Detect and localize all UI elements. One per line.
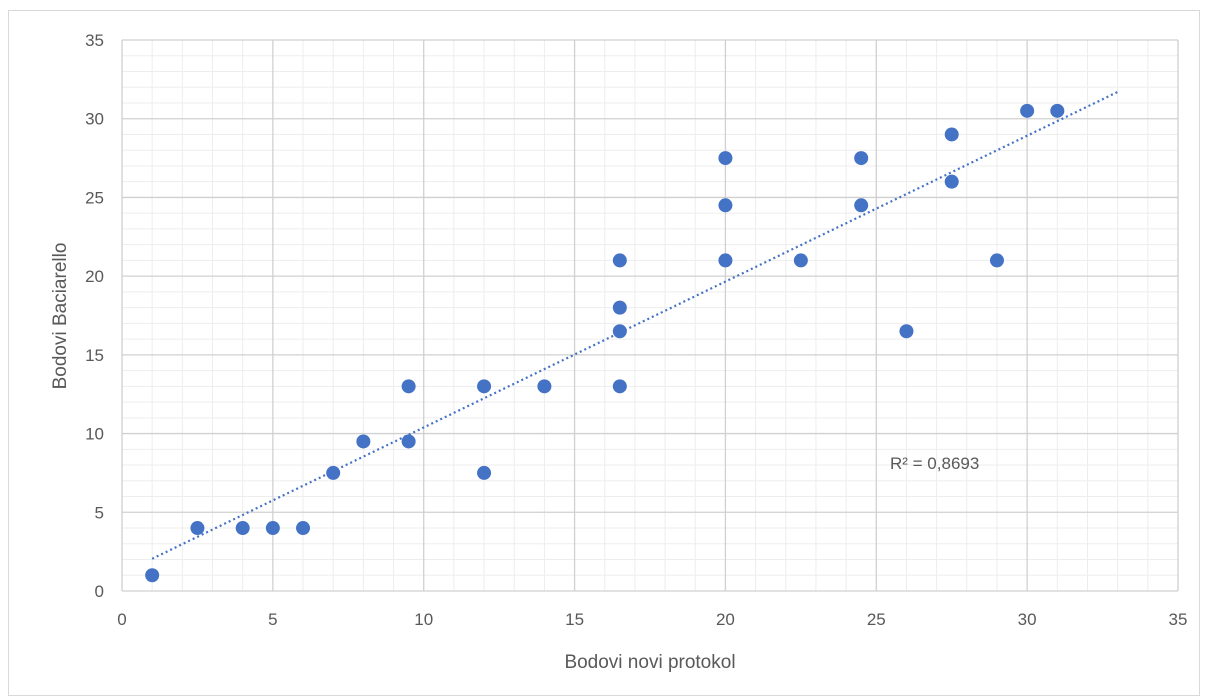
- y-tick-label: 10: [85, 425, 104, 444]
- data-point: [718, 198, 733, 213]
- y-tick-label: 30: [85, 110, 104, 129]
- x-tick-label: 25: [867, 610, 886, 629]
- x-tick-label: 30: [1018, 610, 1037, 629]
- data-point: [899, 324, 914, 339]
- y-tick-label: 35: [85, 31, 104, 50]
- data-points: [145, 103, 1065, 583]
- data-point: [477, 465, 492, 480]
- data-point: [265, 521, 280, 536]
- x-axis-title: Bodovi novi protokol: [564, 652, 735, 673]
- data-point: [612, 324, 627, 339]
- x-tick-labels: 0 5 10 15 20 25 30 35: [117, 610, 1187, 629]
- data-point: [612, 379, 627, 394]
- data-point: [612, 300, 627, 315]
- data-point: [190, 521, 205, 536]
- data-point: [854, 151, 869, 166]
- y-tick-label: 5: [95, 503, 104, 522]
- y-axis-title: Bodovi Baciarello: [50, 243, 71, 390]
- data-point: [401, 379, 416, 394]
- y-tick-label: 20: [85, 267, 104, 286]
- data-point: [326, 465, 341, 480]
- x-tick-label: 15: [565, 610, 584, 629]
- r-squared-annotation: R² = 0,8693: [890, 454, 979, 473]
- x-tick-label: 20: [716, 610, 735, 629]
- data-point: [296, 521, 311, 536]
- y-tick-labels: 0 5 10 15 20 25 30 35: [85, 31, 104, 601]
- data-point: [477, 379, 492, 394]
- major-grid: [121, 39, 1179, 592]
- data-point: [718, 253, 733, 268]
- x-tick-label: 10: [414, 610, 433, 629]
- data-point: [854, 198, 869, 213]
- x-tick-label: 0: [117, 610, 126, 629]
- x-tick-label: 35: [1169, 610, 1188, 629]
- data-point: [1020, 103, 1035, 118]
- data-point: [537, 379, 552, 394]
- data-point: [145, 568, 160, 583]
- data-point: [1050, 103, 1065, 118]
- y-tick-label: 15: [85, 346, 104, 365]
- y-tick-label: 25: [85, 188, 104, 207]
- data-point: [356, 434, 371, 449]
- data-point: [235, 521, 250, 536]
- data-point: [718, 151, 733, 166]
- data-point: [944, 174, 959, 189]
- chart-frame: [8, 10, 1200, 696]
- data-point: [612, 253, 627, 268]
- data-point: [401, 434, 416, 449]
- trendline: [151, 90, 1119, 560]
- data-point: [944, 127, 959, 142]
- y-tick-label: 0: [95, 582, 104, 601]
- data-point: [793, 253, 808, 268]
- minor-grid: [122, 40, 1178, 591]
- x-tick-label: 5: [268, 610, 277, 629]
- data-point: [989, 253, 1004, 268]
